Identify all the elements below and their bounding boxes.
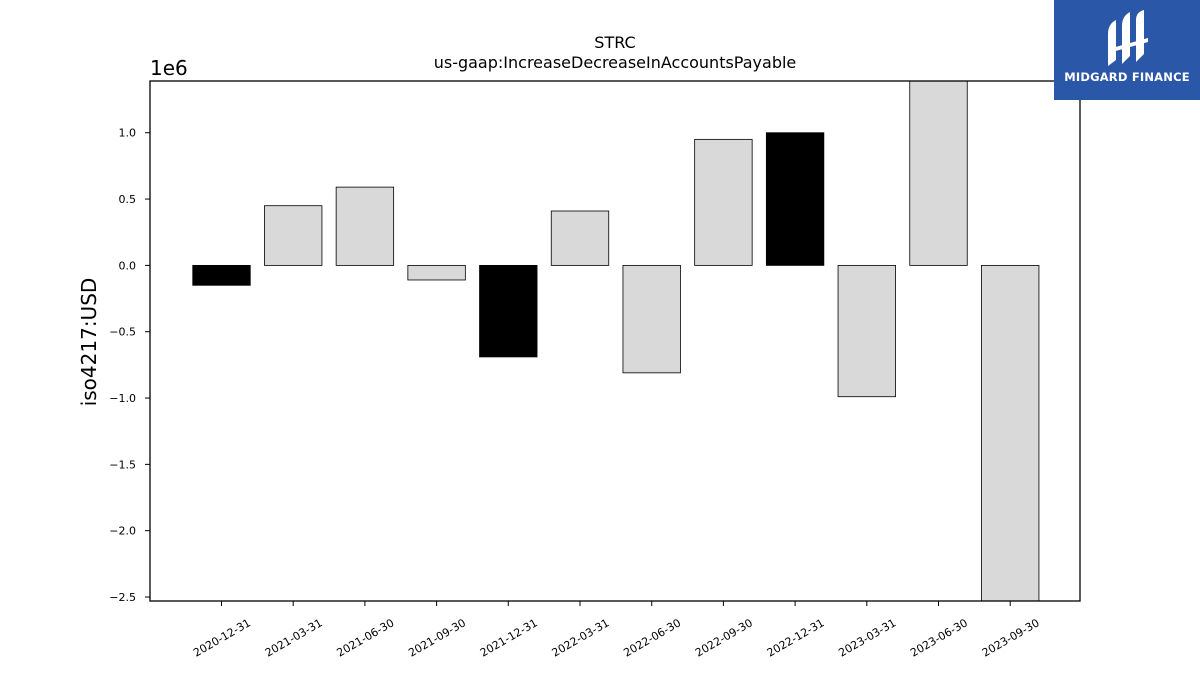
bar-2023-06-30 [909,80,968,266]
bar-2021-09-30 [407,264,466,281]
chart-title: STRC [594,33,635,52]
x-tick-label: 2022-06-30 [621,616,683,659]
y-tick-label: 1.0 [119,127,137,140]
x-tick-label: 2022-12-31 [765,616,827,659]
y-scale-label: 1e6 [150,56,188,80]
plot-frame [149,80,1081,602]
bar-2023-03-31 [837,264,896,398]
bars-group [192,80,1040,602]
y-tick-label: 0.0 [119,259,137,272]
y-tick-label: −1.0 [109,392,136,405]
chart-subtitle: us-gaap:IncreaseDecreaseInAccountsPayabl… [434,53,797,72]
bar-2022-12-31 [765,132,825,266]
bar-2022-06-30 [622,264,681,374]
x-tick-label: 2021-09-30 [406,616,468,659]
logo-mark-icon [1108,10,1148,66]
y-tick-label: −2.0 [109,525,136,538]
x-tick-label: 2022-03-31 [550,616,612,659]
bar-2020-12-31 [192,264,251,286]
x-tick-label: 2023-03-31 [836,616,898,659]
bar-2022-09-30 [694,138,753,266]
x-tick-label: 2023-06-30 [908,616,970,659]
x-tick-label: 2022-09-30 [693,616,755,659]
x-tick-label: 2021-03-31 [263,616,325,659]
bar-2021-06-30 [335,186,395,266]
y-tick-label: −2.5 [109,591,136,604]
y-tick-label: 0.5 [119,193,137,206]
bar-2022-03-31 [550,210,610,266]
midgard-finance-logo: MIDGARD FINANCE [1054,0,1200,100]
y-axis-label: iso4217:USD [77,278,101,407]
bar-2021-03-31 [264,205,323,266]
x-tick-label: 2021-06-30 [335,616,397,659]
bar-2021-12-31 [479,264,538,358]
bar-2023-09-30 [981,264,1040,602]
x-tick-label: 2020-12-31 [191,616,253,659]
y-tick-label: −0.5 [109,326,136,339]
x-tick-label: 2021-12-31 [478,616,540,659]
y-ticks-group: 1.0 0.5 0.0 −0.5 −1.0 −1.5 −2.0 −2.5 [109,127,150,604]
logo-text: MIDGARD FINANCE [1064,70,1190,84]
x-ticks-group: 2020-12-31 2021-03-31 2021-06-30 2021-09-30… [191,601,1042,660]
x-tick-label: 2023-09-30 [980,616,1042,659]
y-tick-label: −1.5 [109,458,136,471]
